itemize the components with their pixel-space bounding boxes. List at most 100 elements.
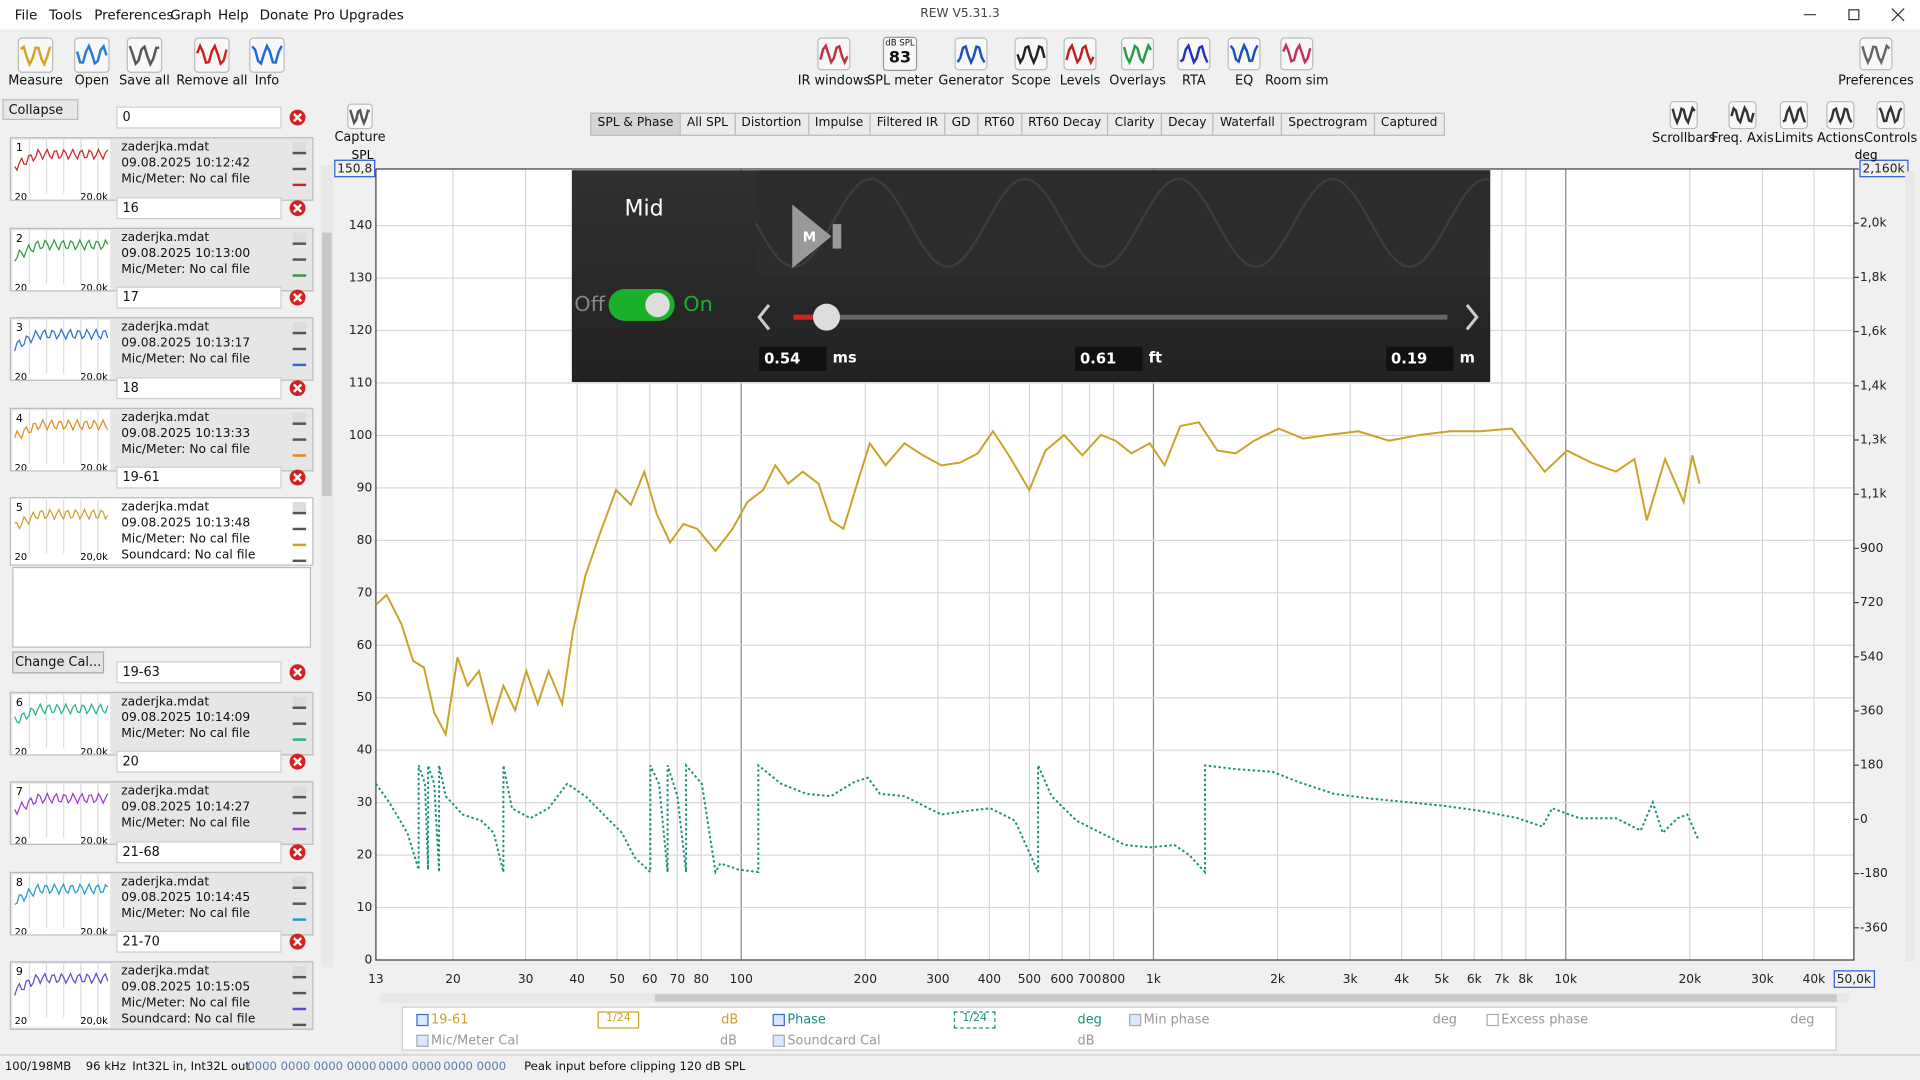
legend-smoothing[interactable]: 1/24 [597, 1011, 640, 1029]
legend-name[interactable]: Min phase [1143, 1012, 1210, 1028]
measurement-name-field[interactable]: 20 [116, 750, 282, 773]
tab[interactable]: Waterfall [1212, 112, 1283, 136]
tab[interactable]: Impulse [807, 112, 871, 136]
measurement-line-icon[interactable] [292, 518, 307, 531]
tab[interactable]: GD [944, 112, 978, 136]
measurement-line-icon[interactable] [292, 982, 307, 995]
legend-smoothing[interactable]: 1/24 [953, 1011, 996, 1029]
measurement-name-field[interactable]: 21-70 [116, 930, 282, 953]
legend-name[interactable]: 19-61 [431, 1012, 469, 1028]
measurement-line-icon[interactable] [292, 909, 307, 921]
measurement-line-icon[interactable] [292, 550, 307, 563]
menu-item[interactable]: Graph [170, 7, 212, 24]
toolbar-icon[interactable] [126, 37, 163, 74]
measurement-line-icon[interactable] [292, 338, 307, 351]
toolbar-label[interactable]: Preferences [1838, 73, 1914, 89]
tab[interactable]: SPL & Phase [590, 112, 681, 136]
measurement-line-icon[interactable] [292, 429, 307, 441]
remove-button[interactable] [289, 380, 306, 397]
toolbar-label[interactable]: Room sim [1264, 73, 1329, 89]
tab[interactable]: Spectrogram [1280, 112, 1375, 136]
measurement-name-field[interactable]: 18 [116, 377, 282, 400]
spl-meter-icon[interactable]: dB SPL 83 [882, 36, 918, 72]
measurement-card[interactable]: 3 20 20,0k zaderjka.mdat 09.08.2025 10:13:17… [9, 317, 314, 381]
toolbar-icon[interactable] [17, 37, 54, 74]
measurement-line-icon[interactable] [292, 534, 307, 547]
toolbar-label[interactable]: Generator [938, 73, 1004, 89]
tab[interactable]: RT60 Decay [1020, 112, 1109, 136]
menu-item[interactable]: Donate [259, 7, 309, 24]
view-icon[interactable] [1826, 100, 1855, 130]
measurement-name-field[interactable]: 17 [116, 286, 282, 309]
tab[interactable]: Clarity [1107, 112, 1162, 136]
measurement-line-icon[interactable] [292, 786, 307, 799]
measurement-line-icon[interactable] [292, 802, 307, 815]
view-icon[interactable] [1779, 100, 1808, 130]
toolbar-icon[interactable] [1063, 37, 1097, 71]
measurement-line-icon[interactable] [292, 264, 307, 277]
remove-button[interactable] [289, 109, 306, 126]
tab[interactable]: Filtered IR [869, 112, 946, 136]
toolbar-icon[interactable] [1280, 37, 1314, 71]
measurement-name-field[interactable]: 16 [116, 197, 282, 220]
remove-button[interactable] [289, 664, 306, 681]
measurement-line-icon[interactable] [292, 713, 307, 725]
sidebar-scroll-thumb[interactable] [322, 232, 332, 496]
measurement-card[interactable]: 4 20 20,0k zaderjka.mdat 09.08.2025 10:13:33… [9, 407, 314, 472]
checkbox[interactable] [416, 1034, 429, 1047]
measurement-name-field[interactable]: 0 [116, 106, 282, 129]
capture-icon[interactable] [347, 103, 374, 130]
remove-button[interactable] [289, 289, 306, 306]
toolbar-label[interactable]: Open [74, 73, 110, 89]
checkbox[interactable] [772, 1013, 785, 1027]
measurement-line-icon[interactable] [292, 249, 307, 261]
menu-item[interactable]: File [14, 7, 38, 24]
close[interactable] [1891, 8, 1905, 22]
toolbar-icon[interactable] [1177, 37, 1211, 71]
measurement-card[interactable]: 6 20 20,0k zaderjka.mdat 09.08.2025 10:14:09… [9, 691, 314, 756]
tab[interactable]: Decay [1160, 112, 1214, 136]
measurement-line-icon[interactable] [292, 232, 307, 245]
tab[interactable]: All SPL [679, 112, 736, 136]
overlay-slider[interactable] [749, 293, 1484, 342]
overlay-value[interactable]: 0.61 [1075, 346, 1143, 372]
toolbar-icon[interactable] [954, 37, 988, 71]
toolbar-label[interactable]: RTA [1182, 73, 1206, 89]
menu-item[interactable]: Tools [48, 7, 83, 24]
remove-button[interactable] [289, 933, 306, 950]
measurement-line-icon[interactable] [292, 412, 307, 425]
checkbox[interactable] [416, 1013, 429, 1027]
toolbar-label[interactable]: Info [254, 73, 280, 89]
tab[interactable]: Captured [1373, 112, 1445, 136]
remove-button[interactable] [289, 753, 306, 770]
measurement-card[interactable]: 9 20 20,0k zaderjka.mdat 09.08.2025 10:15:05… [9, 961, 314, 1030]
overlay-value[interactable]: 0.54 [759, 346, 827, 372]
toolbar-icon[interactable] [817, 37, 851, 71]
measurement-name-field[interactable]: 19-61 [116, 466, 282, 489]
measurement-card[interactable]: 1 20 20,0k zaderjka.mdat 09.08.2025 10:12:42… [9, 137, 314, 201]
measurement-line-icon[interactable] [292, 174, 307, 187]
remove-button[interactable] [289, 469, 306, 486]
checkbox[interactable] [1128, 1013, 1142, 1027]
toolbar-label[interactable]: Overlays [1109, 73, 1166, 89]
measurement-line-icon[interactable] [292, 142, 307, 155]
checkbox[interactable] [1486, 1013, 1499, 1027]
measurement-card[interactable]: 5 20 20,0k zaderjka.mdat 09.08.2025 10:13:48… [9, 497, 314, 566]
measurement-name-field[interactable]: 21-68 [116, 841, 282, 864]
measurement-card[interactable]: 7 20 20,0k zaderjka.mdat 09.08.2025 10:14:27… [9, 781, 314, 845]
collapse-button[interactable]: Collapse [2, 99, 79, 121]
measurement-line-icon[interactable] [292, 444, 307, 457]
measurement-line-icon[interactable] [292, 502, 307, 515]
legend-name[interactable]: Soundcard Cal [787, 1033, 881, 1049]
measurement-card[interactable]: 2 20 20,0k zaderjka.mdat 09.08.2025 10:13:00… [9, 227, 314, 292]
view-label[interactable]: Actions [1816, 131, 1864, 146]
legend-name[interactable]: Phase [787, 1012, 826, 1028]
view-icon[interactable] [1876, 100, 1905, 130]
legend-name[interactable]: Mic/Meter Cal [431, 1033, 519, 1049]
view-label[interactable]: Limits [1774, 131, 1814, 146]
measurement-line-icon[interactable] [292, 696, 307, 709]
change-cal-button[interactable]: Change Cal... [12, 651, 105, 674]
toolbar-label[interactable]: Levels [1059, 73, 1101, 89]
capture-label[interactable]: Capture [334, 129, 386, 145]
toolbar-icon[interactable] [1227, 37, 1261, 71]
